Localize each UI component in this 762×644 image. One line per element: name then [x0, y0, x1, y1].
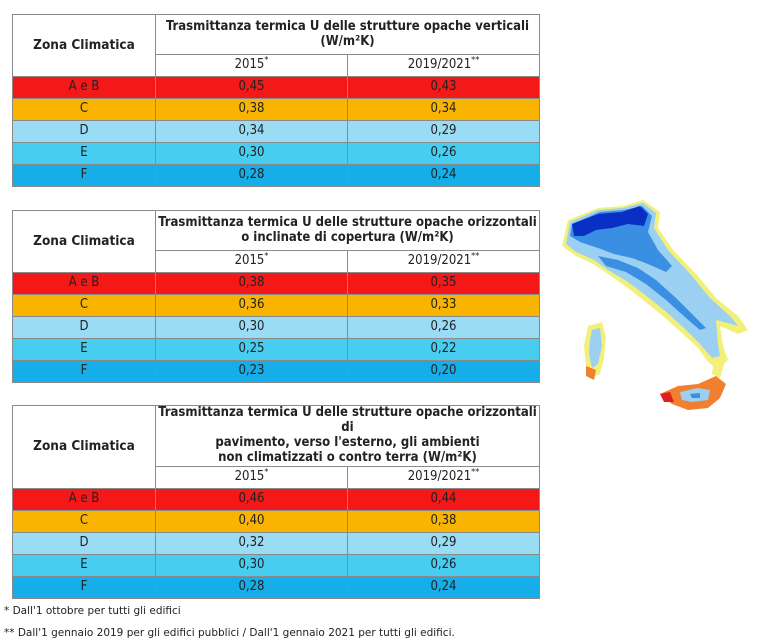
zone-cell: D — [12, 120, 156, 143]
footnote-2: ** Dall'1 gennaio 2019 per gli edifici p… — [4, 627, 455, 639]
col-header-2015: 2015* — [155, 465, 348, 489]
map-sicily-red — [660, 392, 674, 402]
zone-header: Zona Climatica — [12, 210, 156, 273]
value-2019: 0,26 — [347, 142, 540, 165]
zone-cell: E — [12, 338, 156, 361]
table-floors: Zona Climatica Trasmittanza termica U de… — [12, 405, 540, 599]
value-2015: 0,30 — [155, 316, 348, 339]
value-2019: 0,44 — [347, 487, 540, 511]
value-2015: 0,38 — [155, 98, 348, 121]
value-2015: 0,38 — [155, 272, 348, 295]
footnote-1: * Dall'1 ottobre per tutti gli edifici — [4, 605, 181, 617]
zone-cell: D — [12, 316, 156, 339]
table-title: Trasmittanza termica U delle strutture o… — [155, 405, 540, 467]
table-row: E 0,25 0,22 — [12, 338, 540, 361]
zone-cell: E — [12, 142, 156, 165]
table-row: E 0,30 0,26 — [12, 142, 540, 165]
value-2015: 0,30 — [155, 553, 348, 577]
value-2019: 0,33 — [347, 294, 540, 317]
zone-cell: D — [12, 531, 156, 555]
zone-cell: F — [12, 164, 156, 187]
value-2015: 0,23 — [155, 360, 348, 383]
zone-cell: E — [12, 553, 156, 577]
map-calabria — [712, 360, 724, 378]
zone-cell: A e B — [12, 272, 156, 295]
value-2019: 0,35 — [347, 272, 540, 295]
table-row: F 0,28 0,24 — [12, 575, 540, 599]
table-row: A e B 0,46 0,44 — [12, 487, 540, 511]
value-2015: 0,28 — [155, 164, 348, 187]
value-2015: 0,40 — [155, 509, 348, 533]
value-2015: 0,34 — [155, 120, 348, 143]
col-header-2019: 2019/2021** — [347, 465, 540, 489]
italy-climate-map — [562, 200, 748, 410]
table-title: Trasmittanza termica U delle strutture o… — [155, 210, 540, 251]
table-row: F 0,28 0,24 — [12, 164, 540, 187]
value-2015: 0,45 — [155, 76, 348, 99]
table-title: Trasmittanza termica U delle strutture o… — [155, 14, 540, 55]
value-2019: 0,43 — [347, 76, 540, 99]
zone-header: Zona Climatica — [12, 405, 156, 489]
value-2015: 0,25 — [155, 338, 348, 361]
value-2015: 0,46 — [155, 487, 348, 511]
zone-cell: A e B — [12, 487, 156, 511]
zone-cell: C — [12, 294, 156, 317]
zone-header: Zona Climatica — [12, 14, 156, 77]
value-2015: 0,28 — [155, 575, 348, 599]
footnotes: * Dall'1 ottobre per tutti gli edifici *… — [4, 600, 455, 644]
col-header-2015: 2015* — [155, 250, 348, 273]
table-row: C 0,38 0,34 — [12, 98, 540, 121]
value-2019: 0,29 — [347, 120, 540, 143]
table-row: F 0,23 0,20 — [12, 360, 540, 383]
table-roofs: Zona Climatica Trasmittanza termica U de… — [12, 210, 540, 383]
value-2019: 0,26 — [347, 553, 540, 577]
map-zone-f — [572, 206, 648, 236]
value-2019: 0,34 — [347, 98, 540, 121]
col-header-2015: 2015* — [155, 54, 348, 77]
map-sicily-core — [690, 393, 700, 398]
zone-cell: A e B — [12, 76, 156, 99]
table-row: D 0,30 0,26 — [12, 316, 540, 339]
table-row: D 0,34 0,29 — [12, 120, 540, 143]
value-2019: 0,24 — [347, 575, 540, 599]
value-2019: 0,29 — [347, 531, 540, 555]
value-2015: 0,32 — [155, 531, 348, 555]
table-walls: Zona Climatica Trasmittanza termica U de… — [12, 14, 540, 187]
map-sardinia-south — [586, 366, 596, 380]
col-header-2019: 2019/2021** — [347, 250, 540, 273]
table-row: C 0,36 0,33 — [12, 294, 540, 317]
table-row: E 0,30 0,26 — [12, 553, 540, 577]
zone-cell: F — [12, 360, 156, 383]
value-2015: 0,36 — [155, 294, 348, 317]
value-2015: 0,30 — [155, 142, 348, 165]
value-2019: 0,22 — [347, 338, 540, 361]
value-2019: 0,24 — [347, 164, 540, 187]
col-header-2019: 2019/2021** — [347, 54, 540, 77]
value-2019: 0,26 — [347, 316, 540, 339]
value-2019: 0,20 — [347, 360, 540, 383]
value-2019: 0,38 — [347, 509, 540, 533]
table-row: A e B 0,38 0,35 — [12, 272, 540, 295]
zone-cell: F — [12, 575, 156, 599]
map-sardinia-inner — [589, 328, 602, 368]
map-apennines — [598, 256, 706, 330]
table-row: C 0,40 0,38 — [12, 509, 540, 533]
zone-cell: C — [12, 98, 156, 121]
table-row: D 0,32 0,29 — [12, 531, 540, 555]
zone-cell: C — [12, 509, 156, 533]
table-row: A e B 0,45 0,43 — [12, 76, 540, 99]
